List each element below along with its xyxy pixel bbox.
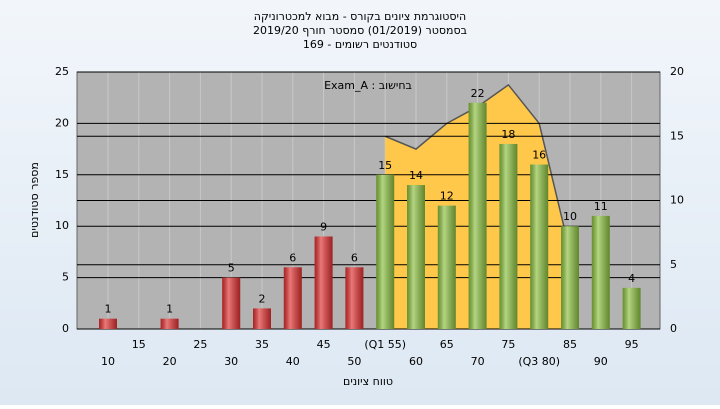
bar-shade — [376, 174, 395, 329]
bar-shade — [468, 102, 487, 329]
annotation: בחישוב : Exam_A — [324, 79, 412, 92]
data-label: 16 — [532, 149, 546, 162]
bar-shade — [591, 215, 610, 329]
data-label: 1 — [105, 303, 112, 316]
data-label: 12 — [440, 190, 454, 203]
chart-subtitle: סטודנטים רשומים - 169 — [303, 38, 417, 51]
x-tick-label: 70 — [471, 355, 485, 368]
data-label: 9 — [320, 220, 327, 233]
x-tick-label: 95 — [625, 338, 639, 351]
bar-shade — [222, 277, 241, 329]
y2-tick-label: 0 — [670, 322, 677, 335]
bar-shade — [314, 236, 333, 329]
x-tick-label: 20 — [163, 355, 177, 368]
bar-shade — [253, 308, 271, 329]
data-label: 5 — [228, 262, 235, 275]
x-tick-label: 30 — [224, 355, 238, 368]
y2-tick-label: 15 — [670, 129, 684, 142]
x-tick-label: 85 — [563, 338, 577, 351]
data-label: 22 — [471, 87, 485, 100]
bar-shade — [561, 226, 579, 329]
y-tick-label: 0 — [62, 322, 69, 335]
x-tick-label: 10 — [101, 355, 115, 368]
x-tick-label: 90 — [594, 355, 608, 368]
x-tick-label: (Q3 80) — [518, 355, 560, 368]
x-tick-label: 45 — [317, 338, 331, 351]
x-tick-label: 35 — [255, 338, 269, 351]
bar-shade — [345, 267, 364, 329]
bar-shade — [99, 318, 117, 329]
x-tick-label: 60 — [409, 355, 423, 368]
x-tick-label: 40 — [286, 355, 300, 368]
data-label: 11 — [594, 200, 608, 213]
data-label: 2 — [259, 292, 266, 305]
x-tick-label: 50 — [347, 355, 361, 368]
data-label: 6 — [351, 251, 358, 264]
x-tick-label: 65 — [440, 338, 454, 351]
bar-shade — [622, 287, 641, 329]
bar-shade — [499, 143, 518, 329]
data-label: 15 — [378, 159, 392, 172]
data-label: 18 — [501, 128, 515, 141]
chart-title: היסטוגרמת ציונים בקורס - מבוא למכטרוניקה — [254, 10, 466, 23]
data-label: 10 — [563, 210, 577, 223]
y-tick-label: 15 — [55, 168, 69, 181]
bar-shade — [407, 185, 425, 329]
x-tick-label: 25 — [193, 338, 207, 351]
x-axis-label: טווח ציונים — [343, 375, 393, 388]
data-label: 4 — [628, 272, 635, 285]
data-label: 6 — [289, 251, 296, 264]
y2-tick-label: 5 — [670, 258, 677, 271]
x-tick-label: 75 — [501, 338, 515, 351]
y-tick-label: 5 — [62, 271, 69, 284]
x-tick-label: 15 — [132, 338, 146, 351]
bar-shade — [283, 267, 302, 329]
y-axis-label: מספר סטודנטים — [28, 162, 41, 238]
bar-shade — [530, 164, 549, 329]
data-label: 14 — [409, 169, 423, 182]
y-tick-label: 10 — [55, 219, 69, 232]
chart-subtitle: בסמסטר (01/2019) סמסטר חורף 2019/20 — [253, 24, 467, 37]
bar-shade — [437, 205, 456, 329]
data-label: 1 — [166, 303, 173, 316]
y2-tick-label: 10 — [670, 194, 684, 207]
x-tick-label: (Q1 55) — [364, 338, 406, 351]
y2-tick-label: 20 — [670, 65, 684, 78]
bar-shade — [160, 318, 179, 329]
y-tick-label: 25 — [55, 65, 69, 78]
y-tick-label: 20 — [55, 116, 69, 129]
